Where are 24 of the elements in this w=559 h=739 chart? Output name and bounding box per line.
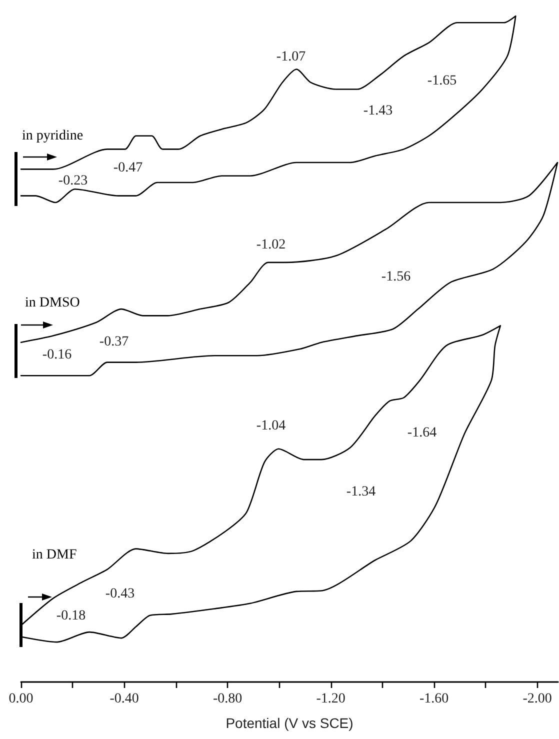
annotation: -0.47 (113, 160, 143, 176)
annotation: -0.43 (105, 586, 135, 602)
annotation: -0.18 (56, 608, 86, 624)
x-tick-label: -1.20 (316, 692, 346, 706)
x-tick-label: -0.40 (110, 692, 139, 706)
x-tick-label: -1.60 (419, 692, 449, 706)
series-label: in pyridine (22, 128, 84, 144)
annotation: -1.02 (256, 238, 286, 252)
series-label: in DMSO (25, 296, 80, 310)
x-tick-label: -2.00 (522, 692, 552, 706)
annotation: -0.16 (42, 348, 72, 362)
x-axis-title: Potential (V vs SCE) (226, 715, 354, 731)
annotation: -0.23 (58, 174, 88, 188)
annotation: -1.64 (407, 426, 437, 440)
annotation: -1.65 (427, 74, 457, 88)
annotation: -0.37 (99, 334, 129, 350)
series-label: in DMF (32, 548, 77, 562)
annotation: -1.43 (363, 104, 393, 118)
annotation: -1.04 (256, 418, 286, 434)
x-tick-label: 0.00 (8, 692, 34, 706)
annotation: -1.07 (276, 50, 306, 64)
annotation: -1.34 (346, 484, 376, 500)
annotation: -1.56 (381, 270, 411, 284)
x-tick-label: -0.80 (212, 692, 242, 706)
